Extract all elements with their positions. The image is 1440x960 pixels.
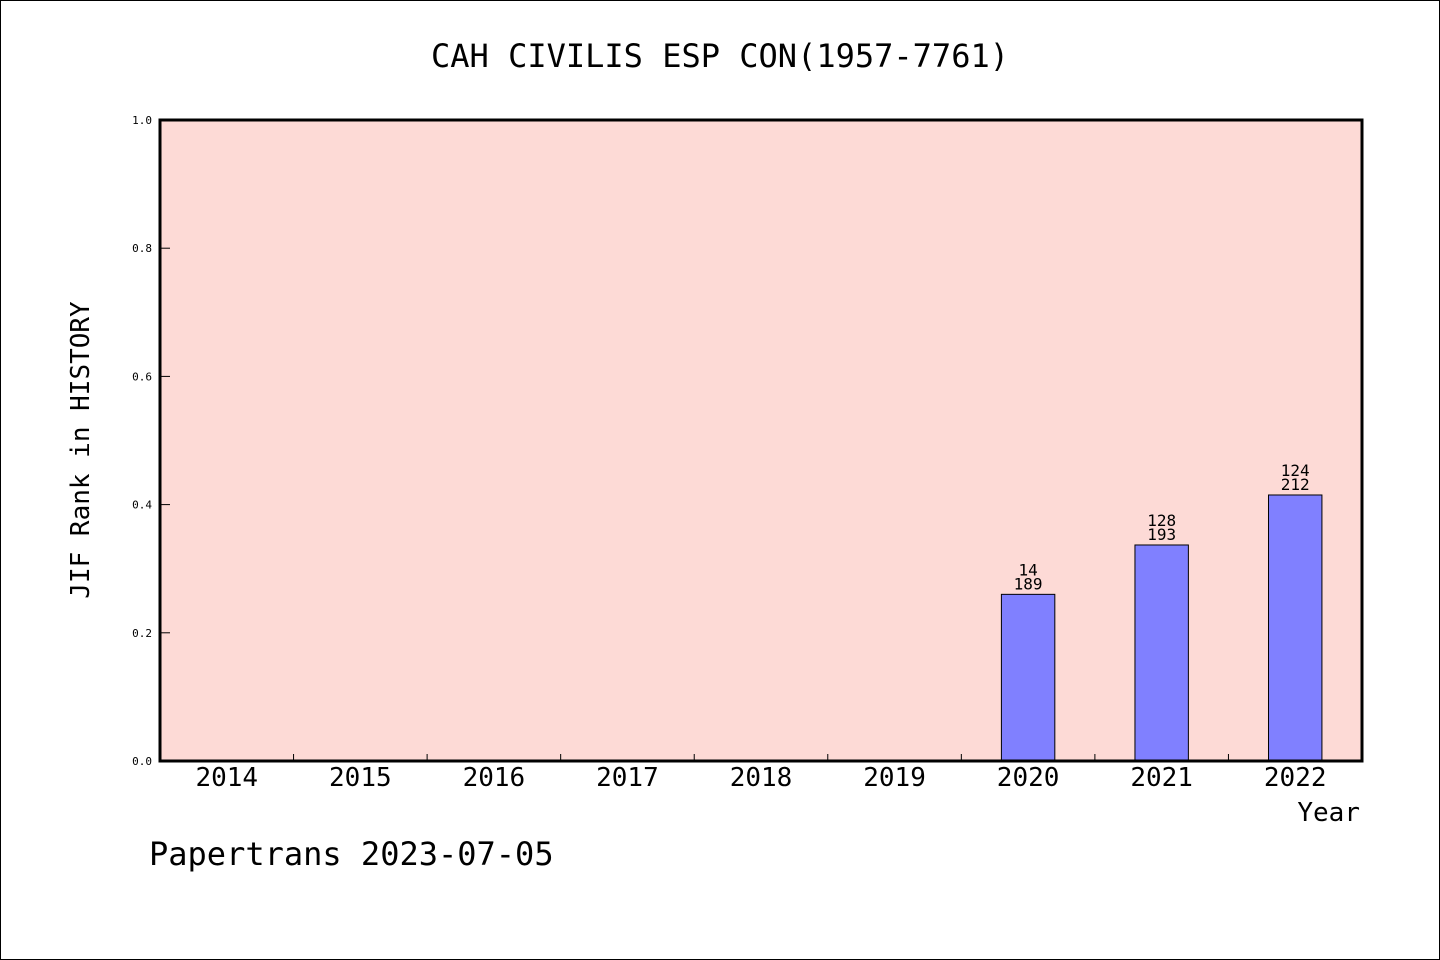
bar-label-bottom: 193: [1147, 525, 1176, 544]
plot-frame: [158, 118, 1364, 763]
bar-label-top: 124: [1281, 461, 1310, 480]
bar-2022: [1268, 494, 1323, 762]
y-axis-label: JIF Rank in HISTORY: [66, 301, 96, 599]
bar-label-bottom: 212: [1281, 475, 1310, 494]
y-tick-label: 1.0: [132, 114, 152, 127]
y-tick-label: 0.6: [132, 370, 152, 383]
bar-label-bottom: 189: [1014, 574, 1043, 593]
y-tick-label: 0.4: [132, 499, 152, 512]
bar-label-top: 128: [1147, 511, 1176, 530]
x-tick-label: 2018: [730, 763, 793, 793]
bar-2020: [1000, 593, 1056, 762]
x-tick-label: 2020: [997, 763, 1060, 793]
x-tick-label: 2022: [1264, 763, 1327, 793]
x-tick-label: 2016: [463, 763, 526, 793]
y-tick-label: 0.2: [132, 627, 152, 640]
y-tick-label: 0.0: [132, 755, 152, 768]
x-tick-label: 2014: [195, 763, 258, 793]
x-axis: 2014 2015 2016 2017 2018 2019 2020 2021 2022: [195, 754, 1327, 793]
x-tick-label: 2015: [329, 763, 392, 793]
y-tick-label: 0.8: [132, 242, 152, 255]
bar-2021: [1134, 544, 1189, 762]
x-tick-label: 2019: [863, 763, 926, 793]
chart-title: CAH CIVILIS ESP CON(1957-7761): [431, 37, 1009, 75]
footer-text: Papertrans 2023-07-05: [149, 835, 554, 873]
x-axis-label: Year: [1297, 798, 1360, 828]
bar-label-top: 14: [1018, 560, 1037, 579]
x-tick-label: 2021: [1130, 763, 1193, 793]
bar-series: [1000, 494, 1323, 762]
x-tick-label: 2017: [596, 763, 659, 793]
